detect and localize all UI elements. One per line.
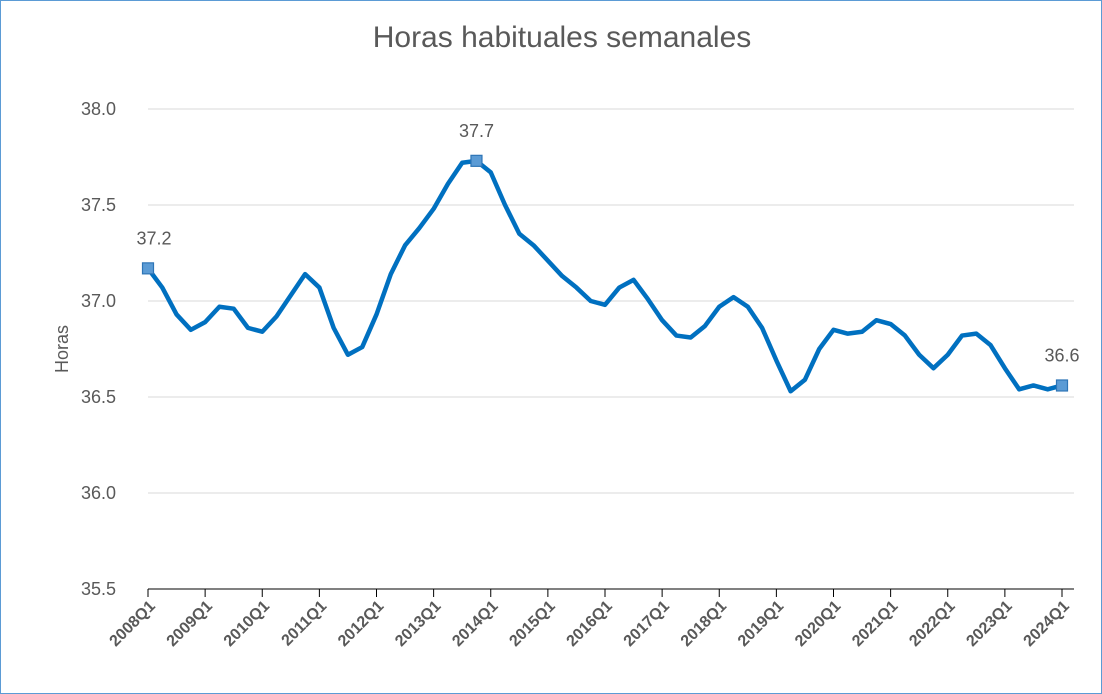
marker <box>1055 379 1069 392</box>
marker <box>141 262 155 275</box>
data-line <box>145 158 1065 394</box>
y-tick-label: 35.5 <box>81 579 116 599</box>
y-tick-label: 37.5 <box>81 195 116 215</box>
marker <box>470 154 483 167</box>
y-tick-label: 36.5 <box>81 387 116 407</box>
y-axis-label: Horas <box>52 325 72 373</box>
data-label: 37.2 <box>136 228 171 248</box>
y-tick-label: 37.0 <box>81 291 116 311</box>
data-label: 37.7 <box>459 121 494 141</box>
data-label: 36.6 <box>1044 345 1079 365</box>
y-tick-label: 38.0 <box>81 99 116 119</box>
y-tick-label: 36.0 <box>81 483 116 503</box>
chart-title: Horas habituales semanales <box>373 21 752 54</box>
